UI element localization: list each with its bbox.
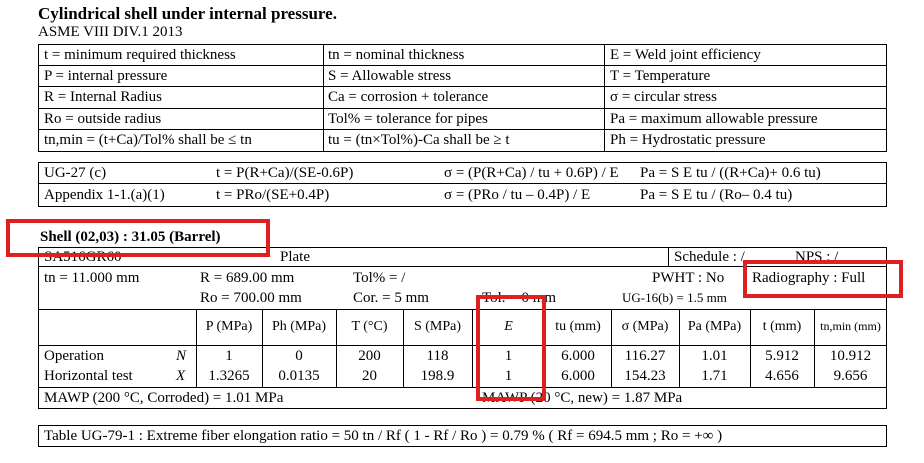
code-reference: ASME VIII DIV.1 2013 [38, 24, 183, 40]
table-cell: 10.912 [829, 348, 872, 364]
table-cell: 5.912 [765, 348, 799, 364]
legend-cell: tn = nominal thickness [328, 47, 465, 63]
formula-sigma: σ = (PRo / tu – 0.4P) / E [444, 187, 591, 203]
row-sym: X [176, 368, 186, 384]
col-header: σ (MPa) [621, 319, 669, 334]
shell-block [38, 247, 887, 409]
formula-pa: Pa = S E tu / (Ro– 0.4 tu) [640, 187, 793, 203]
table-cell: 116.27 [624, 348, 666, 364]
table-cell: 1 [504, 368, 513, 384]
radiography: Radiography : Full [752, 270, 866, 286]
legend-cell: Ca = corrosion + tolerance [328, 89, 489, 105]
col-header: E [504, 319, 513, 334]
mawp-corroded: MAWP (200 °C, Corroded) = 1.01 MPa [44, 390, 284, 406]
col-header: tn,min (mm) [820, 319, 881, 333]
table-cell: 4.656 [765, 368, 799, 384]
legend-cell: S = Allowable stress [328, 68, 452, 84]
tn-value: tn = 11.000 mm [44, 270, 140, 286]
ug16-value: UG-16(b) = 1.5 mm [622, 290, 727, 305]
col-header: t (mm) [762, 319, 802, 334]
table-cell: 0 [295, 348, 303, 364]
col-header: tu (mm) [555, 319, 601, 334]
form: Plate [280, 249, 310, 265]
table-cell: 1.71 [701, 368, 728, 384]
table-cell: 6.000 [561, 348, 595, 364]
cor-value: Cor. = 5 mm [353, 290, 429, 306]
highlight-radiography [743, 260, 903, 298]
formula-ref: UG-27 (c) [44, 165, 107, 181]
table-cell: 6.000 [561, 368, 595, 384]
formula-sigma: σ = (P(R+Ca) / tu + 0.6P) / E [444, 165, 619, 181]
legend-cell: Ph = Hydrostatic pressure [610, 132, 766, 148]
legend-cell: t = minimum required thickness [44, 47, 236, 63]
legend-cell: tu = (tn×Tol%)-Ca shall be ≥ t [328, 132, 510, 148]
table-cell: 118 [426, 348, 449, 364]
legend-cell: T = Temperature [610, 68, 711, 84]
legend-table [38, 44, 887, 152]
table-cell: 154.23 [624, 368, 666, 384]
formula-t: t = PRo/(SE+0.4P) [216, 187, 330, 203]
table-cell: 9.656 [833, 368, 868, 384]
formula-pa: Pa = S E tu / ((R+Ca)+ 0.6 tu) [640, 165, 821, 181]
page-title: Cylindrical shell under internal pressur… [38, 4, 337, 23]
mawp-new: MAWP (20 °C, new) = 1.87 MPa [482, 390, 683, 406]
ug79-box [38, 425, 887, 447]
ro-value: Ro = 700.00 mm [200, 290, 302, 306]
shell-heading: Shell (02,03) : 31.05 (Barrel) [40, 229, 221, 245]
ug79-text: Table UG-79-1 : Extreme fiber elongation… [44, 428, 723, 444]
schedule: Schedule : / [674, 249, 745, 265]
legend-cell: P = internal pressure [44, 68, 168, 84]
legend-cell: E = Weld joint efficiency [610, 47, 761, 63]
pwht: PWHT : No [652, 270, 725, 286]
table-cell: 200 [358, 348, 381, 364]
table-cell: 1 [504, 348, 513, 364]
legend-cell: Ro = outside radius [44, 111, 162, 127]
row-label: Horizontal test [44, 368, 133, 384]
formula-t: t = P(R+Ca)/(SE-0.6P) [216, 165, 354, 181]
col-header: T (°C) [351, 319, 388, 334]
formula-ref: Appendix 1-1.(a)(1) [44, 187, 165, 203]
table-cell: 1.3265 [208, 368, 250, 384]
table-cell: 1.01 [701, 348, 728, 364]
table-cell: 20 [362, 368, 377, 384]
legend-cell: R = Internal Radius [44, 89, 163, 105]
legend-cell: Tol% = tolerance for pipes [328, 111, 488, 127]
col-header: S (MPa) [413, 319, 462, 334]
legend-cell: Pa = maximum allowable pressure [610, 111, 818, 127]
row-sym: N [176, 348, 187, 364]
highlight-shell-heading [6, 219, 270, 257]
table-cell: 1 [225, 348, 233, 364]
col-header: Pa (MPa) [687, 319, 742, 334]
formula-table [38, 162, 887, 207]
row-label: Operation [44, 348, 104, 364]
tol-value: Tol% = / [353, 270, 406, 286]
legend-cell: σ = circular stress [610, 89, 717, 105]
table-cell: 0.0135 [278, 368, 320, 384]
r-value: R = 689.00 mm [200, 270, 295, 286]
col-header: P (MPa) [205, 319, 253, 334]
legend-cell: tn,min = (t+Ca)/Tol% shall be ≤ tn [44, 132, 252, 148]
col-header: Ph (MPa) [271, 319, 327, 334]
highlight-e-column [476, 295, 546, 401]
table-cell: 198.9 [420, 368, 455, 384]
